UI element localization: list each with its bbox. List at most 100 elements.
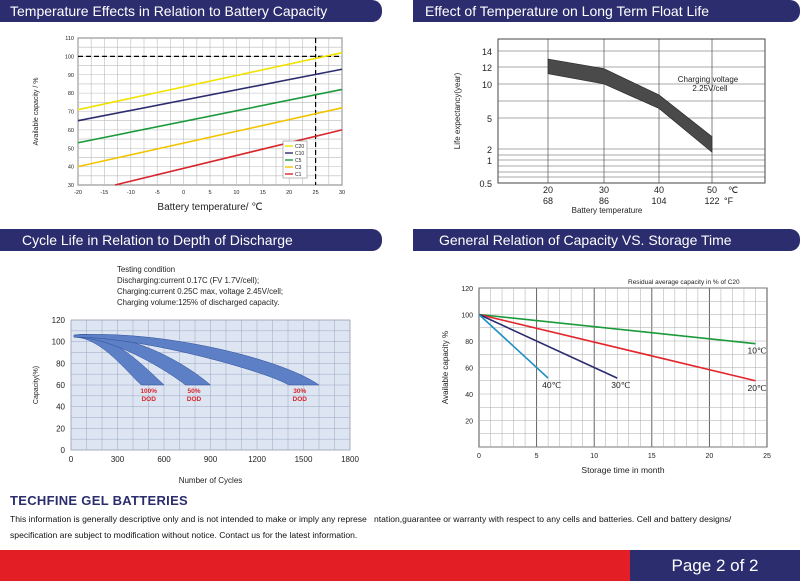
float-life-chart: 0.5 1 2 5 10 12 14 20 30 40 50 68 86 104 122 ℃ °F Battery… (400, 25, 800, 225)
x-tick-label: -5 (155, 190, 160, 196)
x-tick-label: 25 (313, 190, 319, 196)
series-line (478, 313, 756, 345)
x-axis-label: Number of Cycles (179, 476, 243, 485)
y-axis-label: Available capacity / % (33, 78, 40, 146)
plot-area (497, 38, 766, 184)
legend-label: C1 (295, 172, 302, 178)
temperature-capacity-chart: -20 -15 -10 -5 0 5 10 15 20 25 30 30 40 50 60 70 80 90 100… (0, 25, 400, 225)
series-line (478, 313, 756, 382)
x-tick-label: 0 (69, 455, 74, 464)
x-tick-label-c: 40 (654, 185, 664, 195)
y-tick-label: 0 (61, 446, 66, 455)
y-tick-label: 120 (461, 286, 473, 293)
chart-title-storage: General Relation of Capacity VS. Storage… (413, 229, 800, 251)
x-tick-label: 0 (182, 190, 185, 196)
x-unit-celsius: ℃ (728, 185, 738, 195)
series-line (478, 313, 618, 379)
y-axis-label: Available capacity % (441, 331, 450, 404)
series-label: 10℃ (747, 346, 766, 356)
x-unit-fahrenheit: °F (724, 196, 734, 206)
x-tick-label: 1800 (341, 455, 359, 464)
y-tick-label: 40 (56, 403, 65, 412)
x-tick-label: 30 (339, 190, 345, 196)
annotation-line-2: 2.25V/cell (692, 84, 727, 93)
chart-title-temperature-capacity: Temperature Effects in Relation to Batte… (0, 0, 382, 22)
y-tick-label: 40 (465, 392, 473, 399)
y-tick-label: 2 (487, 145, 492, 155)
x-tick-label-f: 86 (599, 196, 609, 206)
x-tick-label: 1500 (295, 455, 313, 464)
y-tick-label: 1 (487, 156, 492, 166)
y-tick-label: 50 (68, 146, 74, 152)
y-axis-label: Life expectancy(year) (453, 72, 462, 149)
x-tick-label: 20 (706, 453, 714, 460)
x-tick-label: 1200 (248, 455, 266, 464)
x-tick-label: 5 (208, 190, 211, 196)
y-tick-label: 30 (68, 183, 74, 189)
x-axis-label: Battery temperature/ ℃ (157, 202, 262, 213)
x-tick-label-f: 122 (704, 196, 719, 206)
y-tick-label: 60 (465, 366, 473, 373)
y-tick-label: 90 (68, 73, 74, 79)
chart-title-float-life: Effect of Temperature on Long Term Float… (413, 0, 800, 22)
y-tick-label: 100 (52, 338, 66, 347)
y-tick-label: 60 (68, 128, 74, 134)
y-tick-label: 10 (482, 80, 492, 90)
dod-label: DOD (293, 396, 308, 403)
dod-label: 30% (293, 388, 306, 395)
x-tick-label: 300 (111, 455, 125, 464)
series-line (478, 313, 549, 379)
x-tick-label-c: 20 (543, 185, 553, 195)
y-tick-label: 60 (56, 381, 65, 390)
storage-svg: Residual average capacity in % of C20 10℃… (441, 279, 771, 475)
chart-title-cycle-life: Cycle Life in Relation to Depth of Disch… (0, 229, 382, 251)
x-tick-label: -10 (127, 190, 135, 196)
x-tick-label: 15 (260, 190, 266, 196)
temperature-capacity-svg: -20 -15 -10 -5 0 5 10 15 20 25 30 30 40 50 60 70 80 90 100… (33, 36, 345, 213)
y-tick-label: 20 (56, 424, 65, 433)
testing-condition-line: Discharging:current 0.17C (FV 1.7V/cell)… (117, 276, 259, 285)
dod-label: 50% (187, 388, 200, 395)
y-tick-label: 5 (487, 114, 492, 124)
testing-condition-line: Testing condition (117, 265, 175, 274)
x-tick-label: 10 (590, 453, 598, 460)
y-tick-label: 70 (68, 110, 74, 116)
y-tick-label: 12 (482, 63, 492, 73)
x-tick-label: 900 (204, 455, 218, 464)
x-tick-label: 25 (763, 453, 771, 460)
dod-label: DOD (187, 396, 202, 403)
cycle-life-svg: Testing condition Discharging:current 0.1… (33, 265, 359, 485)
y-axis-label: Capacity(%) (33, 366, 40, 404)
x-tick-label: 5 (535, 453, 539, 460)
x-tick-label-f: 104 (651, 196, 666, 206)
chart-subtitle: Residual average capacity in % of C20 (628, 279, 740, 286)
series-line-c20 (77, 51, 343, 111)
x-tick-label: 15 (648, 453, 656, 460)
cycle-band-30pct (73, 334, 320, 386)
cycle-life-chart: Testing condition Discharging:current 0.1… (0, 255, 400, 490)
y-tick-label: 80 (465, 339, 473, 346)
y-tick-label: 20 (465, 419, 473, 426)
dod-label: DOD (141, 396, 156, 403)
x-tick-label-c: 50 (707, 185, 717, 195)
y-tick-label: 100 (461, 313, 473, 320)
y-tick-label: 0.5 (479, 179, 492, 189)
legend-label: C3 (295, 165, 302, 171)
y-tick-label: 80 (56, 359, 65, 368)
y-tick-label: 40 (68, 165, 74, 171)
series-line-c5 (77, 88, 343, 144)
x-axis-label: Storage time in month (581, 465, 664, 475)
brand-name: TECHFINE GEL BATTERIES (10, 493, 189, 508)
y-tick-label: 100 (65, 54, 74, 60)
y-tick-label: 80 (68, 91, 74, 97)
x-tick-label: 0 (477, 453, 481, 460)
annotation-line-1: Charging voltage (678, 75, 739, 84)
page-indicator: Page 2 of 2 (671, 556, 759, 575)
x-tick-label-c: 30 (599, 185, 609, 195)
series-label: 30℃ (611, 380, 630, 390)
series-line-c3 (77, 107, 343, 168)
disclaimer: This information is generally descriptiv… (10, 511, 795, 543)
x-tick-label-f: 68 (543, 196, 553, 206)
y-tick-label: 110 (65, 36, 74, 42)
series-label: 20℃ (747, 383, 766, 393)
